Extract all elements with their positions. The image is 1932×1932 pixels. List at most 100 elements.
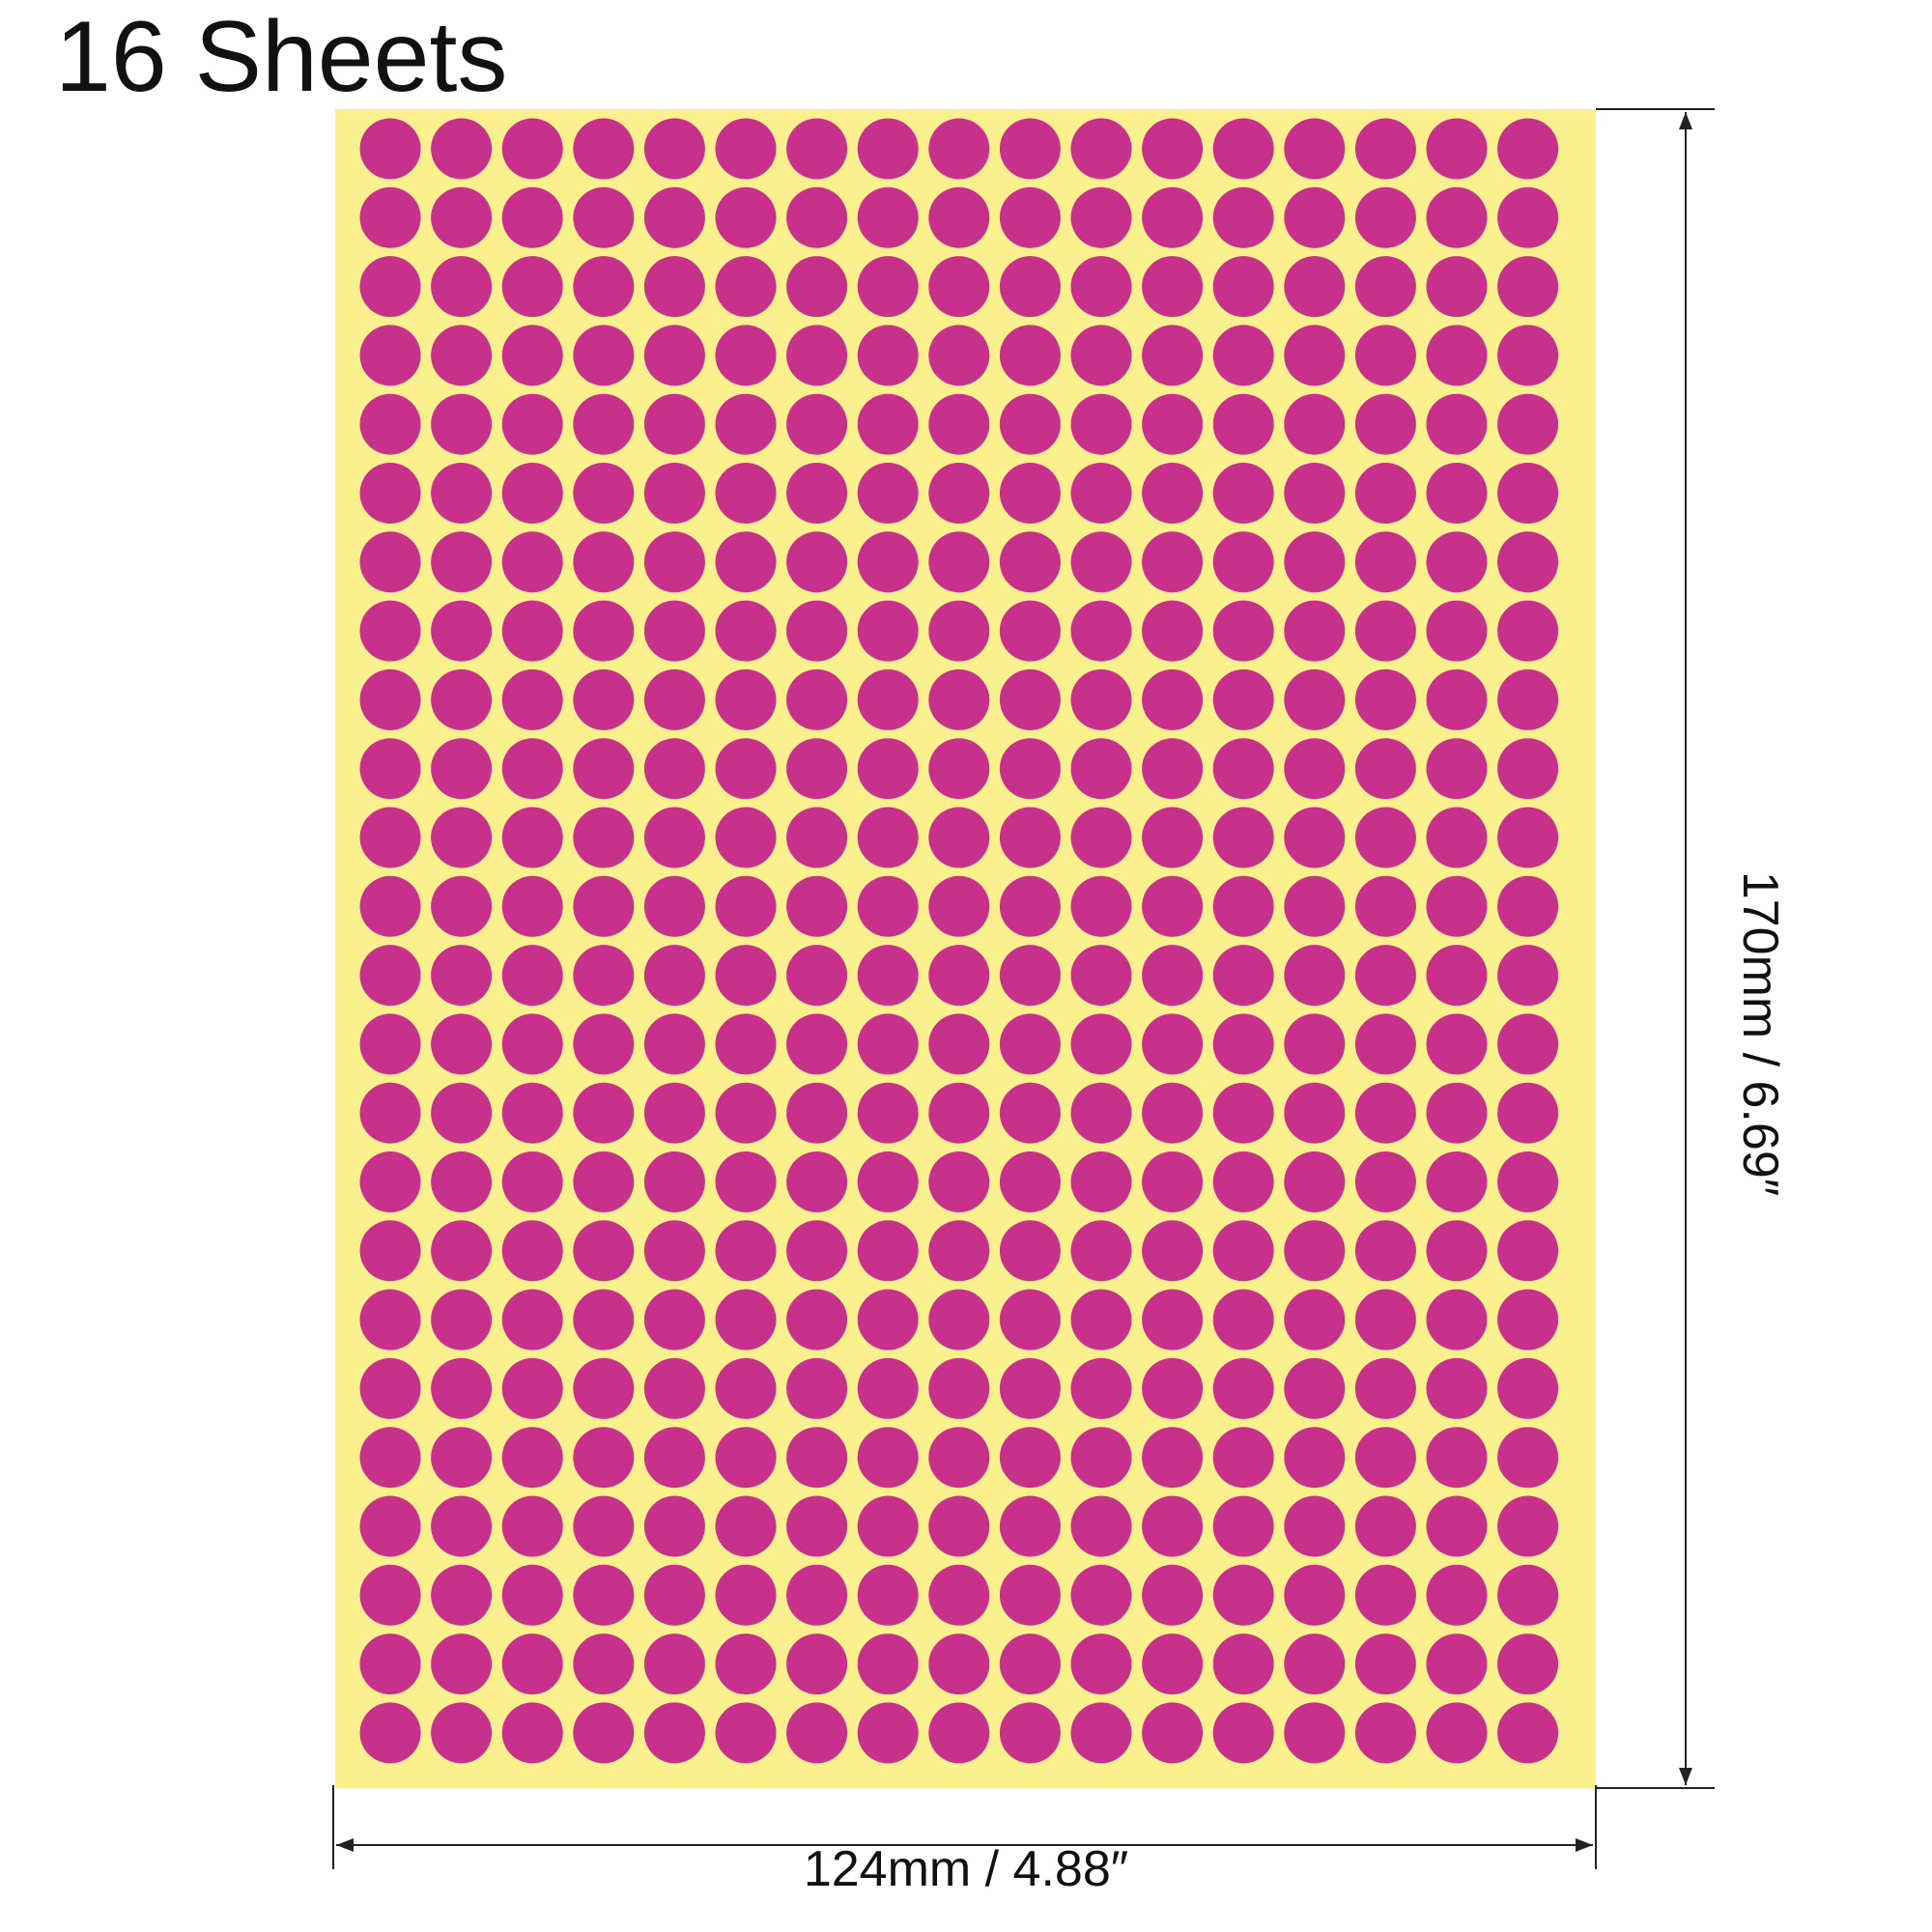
sticker-dot [643, 1702, 705, 1764]
sticker-dot [999, 325, 1061, 386]
sticker-dot [1497, 186, 1559, 248]
sticker-dot [1284, 1702, 1346, 1764]
sticker-dot [1426, 1702, 1488, 1764]
sticker-dot [786, 668, 848, 730]
sticker-dot [1070, 1702, 1132, 1764]
sticker-dot [928, 118, 990, 180]
sticker-dot [1426, 1357, 1488, 1419]
sticker-dot [431, 738, 493, 800]
sticker-dot [1497, 807, 1559, 868]
sticker-dot [1354, 1702, 1416, 1764]
sticker-dot [1426, 256, 1488, 318]
sticker-dot [1497, 1013, 1559, 1075]
sticker-dot [786, 1702, 848, 1764]
sticker-dot [999, 1564, 1061, 1626]
width-label: 124mm / 4.88″ [803, 1841, 1129, 1897]
sticker-dot [643, 1564, 705, 1626]
sticker-dot [643, 256, 705, 318]
sticker-dot [1354, 1495, 1416, 1557]
sticker-dot [1142, 738, 1204, 800]
sticker-dot [1142, 600, 1204, 662]
sticker-dot [431, 807, 493, 868]
sticker-dot [715, 186, 777, 248]
sticker-dot [928, 875, 990, 937]
sticker-dot [928, 1427, 990, 1489]
sticker-dot [1142, 186, 1204, 248]
sticker-dot [857, 1357, 919, 1419]
sticker-dot [573, 1702, 635, 1764]
sticker-dot [1284, 807, 1346, 868]
sticker-dot [573, 1151, 635, 1212]
sticker-dot [715, 1427, 777, 1489]
sticker-dot [643, 1151, 705, 1212]
sticker-dot [1426, 1427, 1488, 1489]
width-arrow-right [1576, 1838, 1593, 1852]
sticker-dot [786, 186, 848, 248]
sticker-dot [643, 1289, 705, 1350]
sticker-dot [1212, 1289, 1274, 1350]
sticker-dot [573, 738, 635, 800]
sticker-dot [643, 1634, 705, 1695]
sticker-dot [1142, 1564, 1204, 1626]
sticker-dot [786, 1013, 848, 1075]
sticker-dot [786, 738, 848, 800]
sticker-dot [999, 393, 1061, 455]
sticker-dot [643, 1357, 705, 1419]
sticker-dot [1497, 738, 1559, 800]
sticker-dot [431, 1220, 493, 1282]
sticker-dot [928, 393, 990, 455]
sticker-dot [1284, 531, 1346, 593]
sticker-dot [715, 393, 777, 455]
sticker-dot [857, 738, 919, 800]
sticker-dot [501, 945, 563, 1007]
sticker-dot [1426, 945, 1488, 1007]
sticker-dot [1354, 807, 1416, 868]
sticker-dot [928, 1634, 990, 1695]
sticker-dot [1142, 1427, 1204, 1489]
sticker-dot [359, 875, 421, 937]
sticker-dot [643, 393, 705, 455]
sticker-dot [1212, 807, 1274, 868]
sticker-dot [1354, 875, 1416, 937]
sticker-dot [1142, 118, 1204, 180]
sticker-dot [1426, 807, 1488, 868]
sticker-dot [928, 945, 990, 1007]
sticker-dot [1497, 945, 1559, 1007]
sticker-dot [501, 875, 563, 937]
sticker-dot [857, 325, 919, 386]
sticker-dot [1497, 1357, 1559, 1419]
sticker-dot [928, 1289, 990, 1350]
sticker-dot [715, 945, 777, 1007]
sticker-dot [573, 1634, 635, 1695]
sticker-dot [786, 1495, 848, 1557]
sticker-dot [1212, 118, 1274, 180]
sticker-dot [928, 463, 990, 524]
sticker-dot [1354, 1427, 1416, 1489]
sticker-dot [359, 600, 421, 662]
sticker-dot [431, 1289, 493, 1350]
sticker-dot [1212, 1702, 1274, 1764]
sticker-dot [359, 1082, 421, 1144]
sticker-dot [715, 738, 777, 800]
sticker-dot [928, 1151, 990, 1212]
sticker-dot [1284, 1082, 1346, 1144]
sticker-dot [1070, 256, 1132, 318]
sticker-dot [359, 807, 421, 868]
sticker-dot [1070, 1151, 1132, 1212]
sticker-dot [573, 118, 635, 180]
sticker-dot [928, 807, 990, 868]
sticker-dot [786, 1082, 848, 1144]
sticker-dot [928, 1702, 990, 1764]
sticker-dot [928, 738, 990, 800]
sticker-dot [857, 256, 919, 318]
page-title: 16 Sheets [55, 1, 508, 113]
sticker-dot [501, 531, 563, 593]
height-arrow-top [1679, 112, 1692, 129]
sticker-dot [359, 393, 421, 455]
sticker-dot [715, 531, 777, 593]
sticker-dot [1284, 463, 1346, 524]
sticker-dot [1354, 1220, 1416, 1282]
sticker-dot [1426, 1495, 1488, 1557]
sticker-dot [1284, 1495, 1346, 1557]
sticker-dot [359, 118, 421, 180]
